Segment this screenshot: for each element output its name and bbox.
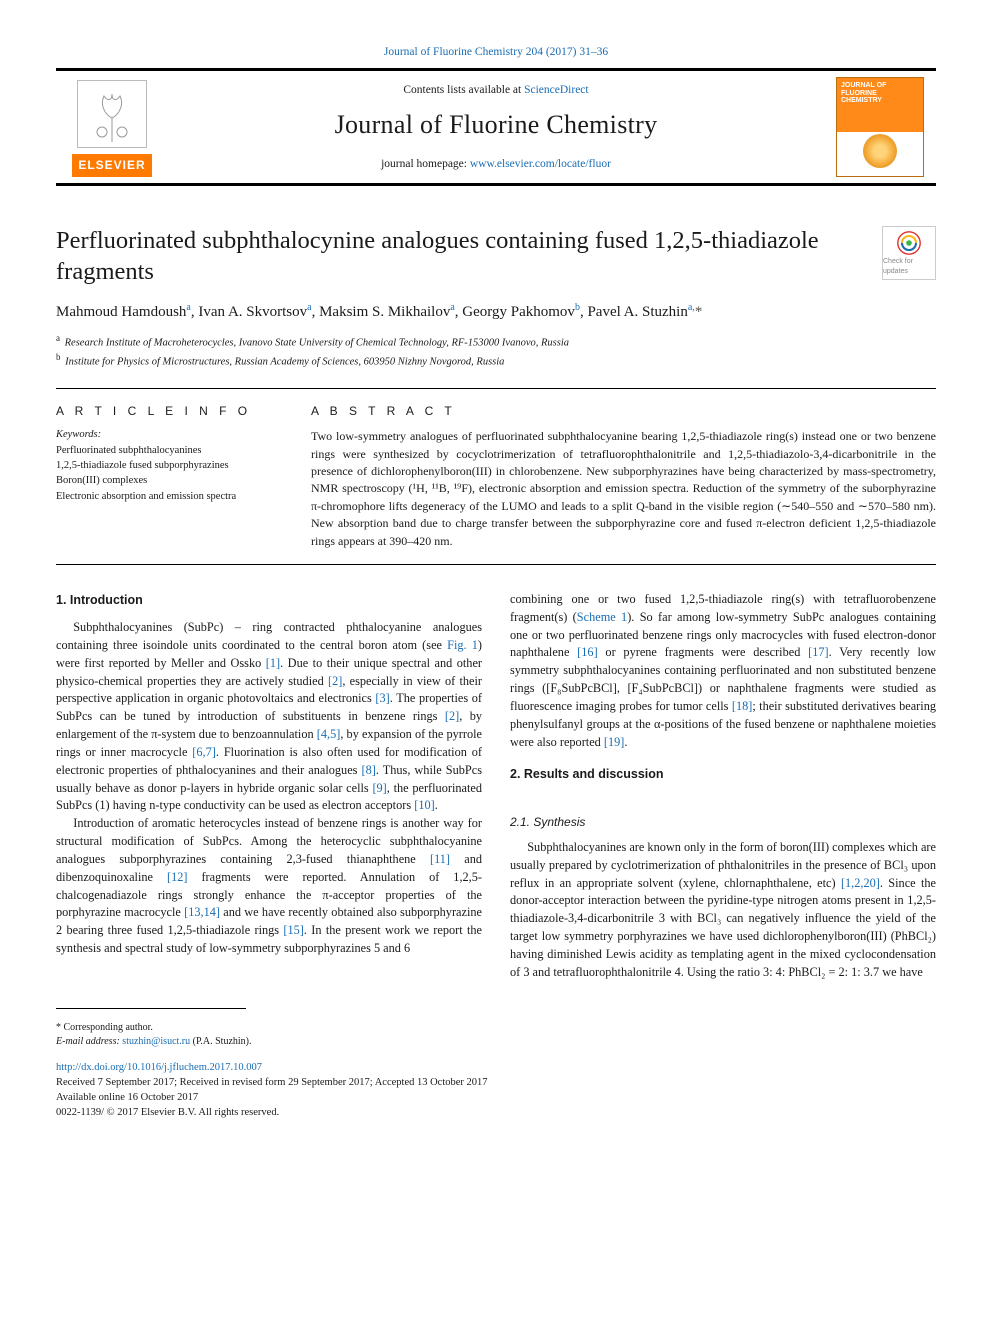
intro-p1: Subphthalocyanines (SubPc) – ring contra…: [56, 619, 482, 815]
article-title: Perfluorinated subphthalocynine analogue…: [56, 226, 868, 287]
article-info: A R T I C L E I N F O Keywords: Perfluor…: [56, 403, 281, 550]
footnote-divider: [56, 1008, 246, 1009]
top-citation-link[interactable]: Journal of Fluorine Chemistry 204 (2017)…: [384, 46, 608, 58]
homepage-prefix: journal homepage:: [381, 158, 470, 170]
corresponding-author: * Corresponding author.: [56, 1021, 936, 1036]
journal-homepage: journal homepage: www.elsevier.com/locat…: [168, 156, 824, 172]
footer: * Corresponding author. E-mail address: …: [56, 1021, 936, 1121]
author-list: Mahmoud Hamdousha, Ivan A. Skvortsova, M…: [56, 301, 936, 324]
contents-available: Contents lists available at ScienceDirec…: [168, 82, 824, 98]
keywords-list: Perfluorinated subphthalocyanines1,2,5-t…: [56, 443, 281, 504]
email-label: E-mail address:: [56, 1036, 120, 1047]
homepage-link[interactable]: www.elsevier.com/locate/fluor: [470, 158, 611, 170]
journal-title: Journal of Fluorine Chemistry: [168, 107, 824, 143]
available-date: Available online 16 October 2017: [56, 1090, 936, 1105]
top-citation: Journal of Fluorine Chemistry 204 (2017)…: [56, 44, 936, 60]
abstract-heading: A B S T R A C T: [311, 403, 936, 420]
email-name: (P.A. Stuzhin).: [193, 1036, 252, 1047]
publisher-block: ELSEVIER: [56, 71, 168, 183]
elsevier-logo: ELSEVIER: [72, 154, 151, 177]
intro-p2: Introduction of aromatic heterocycles in…: [56, 815, 482, 958]
affiliations: a Research Institute of Macroheterocycle…: [56, 332, 936, 370]
abstract: A B S T R A C T Two low-symmetry analogu…: [311, 403, 936, 550]
contents-prefix: Contents lists available at: [403, 84, 524, 96]
masthead: ELSEVIER Contents lists available at Sci…: [56, 68, 936, 186]
abstract-text: Two low-symmetry analogues of perfluorin…: [311, 428, 936, 550]
divider: [56, 388, 936, 389]
article-info-heading: A R T I C L E I N F O: [56, 403, 281, 420]
journal-cover-thumbnail: JOURNAL OF FLUORINE CHEMISTRY: [836, 77, 924, 177]
section-2-1-heading: 2.1. Synthesis: [510, 814, 936, 831]
synth-p1: Subphthalocyanines are known only in the…: [510, 839, 936, 982]
crossmark-badge[interactable]: Check for updates: [882, 226, 936, 280]
cover-graphic: [863, 134, 897, 168]
intro-p3: combining one or two fused 1,2,5-thiadia…: [510, 591, 936, 751]
article-body: 1. Introduction Subphthalocyanines (SubP…: [56, 591, 936, 982]
elsevier-tree-icon: [77, 80, 147, 148]
copyright: 0022-1139/ © 2017 Elsevier B.V. All righ…: [56, 1105, 936, 1120]
author-email-link[interactable]: stuzhin@isuct.ru: [122, 1036, 190, 1047]
email-line: E-mail address: stuzhin@isuct.ru (P.A. S…: [56, 1035, 936, 1050]
keywords-label: Keywords:: [56, 428, 281, 443]
section-1-heading: 1. Introduction: [56, 591, 482, 609]
sciencedirect-link[interactable]: ScienceDirect: [524, 84, 589, 96]
doi-link[interactable]: http://dx.doi.org/10.1016/j.jfluchem.201…: [56, 1062, 262, 1073]
received-dates: Received 7 September 2017; Received in r…: [56, 1075, 936, 1090]
cover-title: JOURNAL OF FLUORINE CHEMISTRY: [841, 82, 886, 105]
section-2-heading: 2. Results and discussion: [510, 765, 936, 783]
crossmark-label: Check for updates: [883, 257, 935, 277]
